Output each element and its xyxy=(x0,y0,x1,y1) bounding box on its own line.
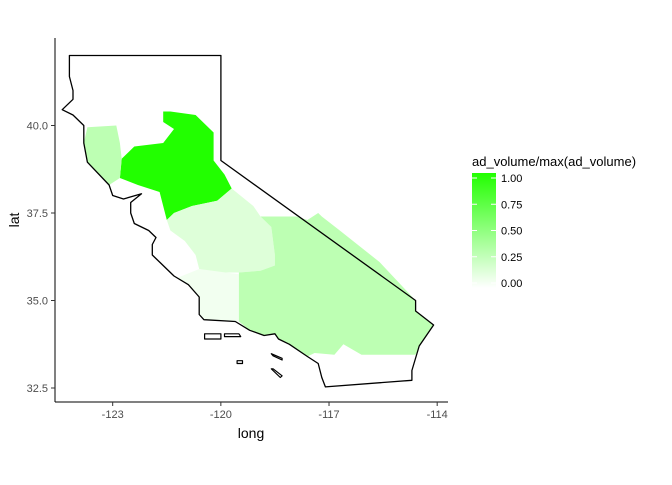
x-axis-title: long xyxy=(238,425,264,441)
region-1 xyxy=(83,125,122,185)
x-tick-label-0: -123 xyxy=(102,409,124,421)
legend-title: ad_volume/max(ad_volume) xyxy=(472,154,636,169)
island-1 xyxy=(204,333,222,340)
legend-tick-label-0: 1.00 xyxy=(501,173,522,185)
island-0 xyxy=(223,333,242,338)
island-3 xyxy=(270,353,283,361)
x-tick-label-2: -117 xyxy=(318,409,339,421)
y-axis-ticks: 32.5 35.0 37.5 40.0 xyxy=(27,121,55,395)
island-2 xyxy=(236,360,244,365)
x-tick-label-1: -120 xyxy=(210,409,232,421)
legend-tick-label-4: 0.00 xyxy=(501,278,522,290)
y-tick-label-0: 32.5 xyxy=(27,383,48,395)
x-tick-label-3: -114 xyxy=(427,409,448,421)
region-4 xyxy=(238,213,434,357)
region-3 xyxy=(177,269,239,322)
state-outline xyxy=(61,54,435,388)
islands-layer xyxy=(204,333,283,379)
legend-tick-label-2: 0.50 xyxy=(501,226,522,238)
y-axis-title: lat xyxy=(6,213,22,228)
y-tick-label-3: 40.0 xyxy=(27,121,48,133)
region-fills xyxy=(83,111,434,357)
x-axis-ticks: -123 -120 -117 -114 xyxy=(102,402,448,421)
legend-tick-label-1: 0.75 xyxy=(501,199,522,211)
legend-ticks: 1.00 0.75 0.50 0.25 0.00 xyxy=(472,173,522,290)
island-4 xyxy=(270,368,283,379)
y-tick-label-1: 35.0 xyxy=(27,296,48,308)
region-0 xyxy=(119,111,232,220)
legend: ad_volume/max(ad_volume) 1.00 0.75 0.50 0.2… xyxy=(472,154,636,290)
region-2 xyxy=(166,188,275,273)
legend-tick-label-3: 0.25 xyxy=(501,252,522,264)
y-tick-label-2: 37.5 xyxy=(27,208,48,220)
